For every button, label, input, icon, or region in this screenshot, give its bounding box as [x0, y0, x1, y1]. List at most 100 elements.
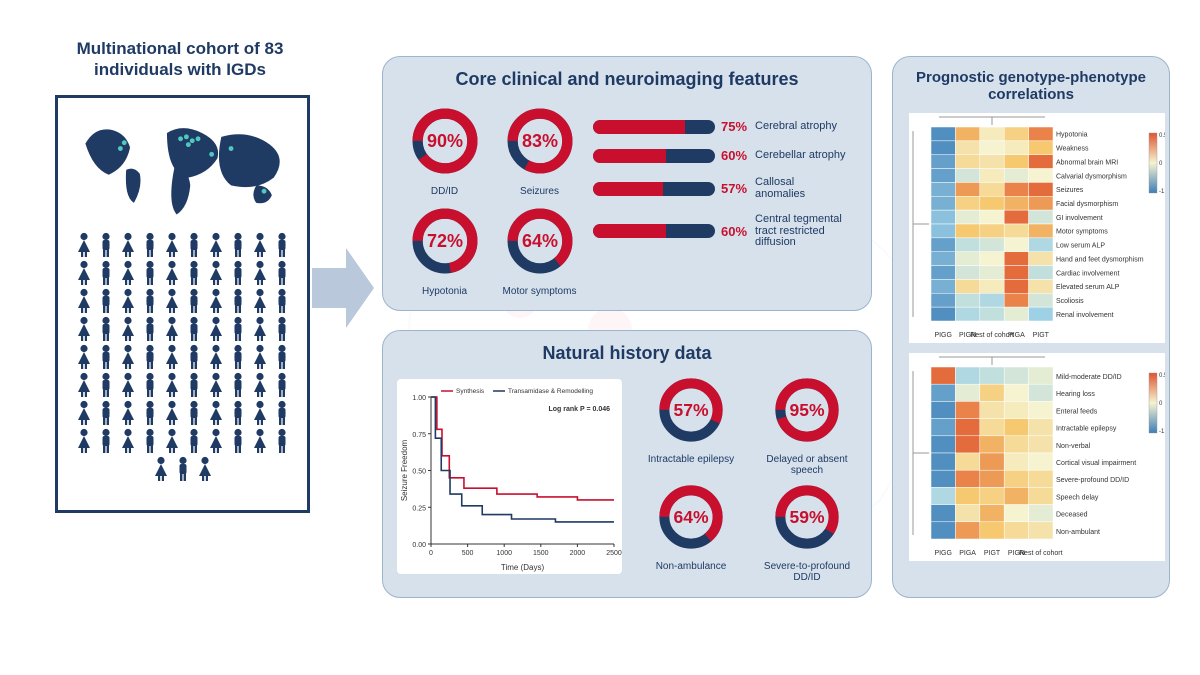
pictogram-person [228, 400, 248, 426]
pictogram-person [250, 260, 270, 286]
pictogram-grid [66, 232, 299, 482]
pictogram-person [74, 428, 94, 454]
donut-intractable-epilepsy: 57% Intractable epilepsy [636, 373, 746, 476]
pictogram-person [206, 372, 226, 398]
donut-non-ambulance: 64% Non-ambulance [636, 480, 746, 583]
pictogram-person [195, 456, 215, 482]
svg-text:Enteral feeds: Enteral feeds [1056, 408, 1098, 415]
svg-text:PIGT: PIGT [984, 550, 1001, 557]
pictogram-person [206, 316, 226, 342]
svg-text:1.00: 1.00 [412, 395, 426, 402]
pictogram-person [74, 372, 94, 398]
pictogram-person [118, 232, 138, 258]
svg-text:2500: 2500 [606, 550, 622, 557]
pictogram-person [140, 428, 160, 454]
svg-text:Speech delay: Speech delay [1056, 494, 1099, 501]
svg-text:Renal involvement: Renal involvement [1056, 312, 1114, 319]
svg-text:Seizures: Seizures [1056, 187, 1084, 194]
pictogram-person [228, 344, 248, 370]
svg-text:Time (Days): Time (Days) [501, 563, 545, 572]
pictogram-person [118, 428, 138, 454]
svg-text:59%: 59% [789, 507, 824, 527]
svg-text:PIGT: PIGT [1033, 332, 1050, 339]
pictogram-person [162, 344, 182, 370]
svg-text:GI involvement: GI involvement [1056, 215, 1103, 222]
svg-text:95%: 95% [789, 400, 824, 420]
pictogram-person [206, 344, 226, 370]
svg-text:Cortical visual impairment: Cortical visual impairment [1056, 460, 1136, 467]
pictogram-person [272, 260, 292, 286]
pictogram-person [96, 344, 116, 370]
pictogram-person [162, 428, 182, 454]
pictogram-person [162, 288, 182, 314]
pictogram-person [250, 344, 270, 370]
heatmap-1: HypotoniaWeaknessAbnormal brain MRICalva… [909, 113, 1165, 343]
svg-text:Facial dysmorphism: Facial dysmorphism [1056, 201, 1118, 208]
svg-text:0: 0 [1159, 161, 1163, 167]
pictogram-person [206, 400, 226, 426]
svg-text:PIGA: PIGA [959, 550, 976, 557]
pictogram-person [140, 288, 160, 314]
panel-core-title: Core clinical and neuroimaging features [399, 69, 855, 90]
cohort-title: Multinational cohort of 83 individuals w… [60, 38, 300, 81]
pictogram-person [206, 428, 226, 454]
pictogram-person [250, 400, 270, 426]
pictogram-person [96, 428, 116, 454]
pictogram-person [272, 428, 292, 454]
svg-text:64%: 64% [673, 507, 708, 527]
pictogram-person [140, 316, 160, 342]
svg-text:Rest of cohort: Rest of cohort [1019, 550, 1063, 557]
svg-text:Elevated serum ALP: Elevated serum ALP [1056, 284, 1120, 291]
svg-text:Hearing loss: Hearing loss [1056, 391, 1095, 398]
pictogram-person [118, 344, 138, 370]
svg-text:Synthesis: Synthesis [456, 388, 485, 395]
bar-cerebral-atrophy: 75% Cerebral atrophy [593, 119, 855, 134]
pictogram-person [140, 400, 160, 426]
svg-text:-1.5: -1.5 [1159, 429, 1165, 435]
svg-text:0: 0 [1159, 401, 1163, 407]
svg-text:0.00: 0.00 [412, 542, 426, 549]
donut-hypotonia: 72% Hypotonia [397, 203, 492, 297]
pictogram-person [140, 260, 160, 286]
svg-text:2000: 2000 [570, 550, 586, 557]
pictogram-person [272, 400, 292, 426]
pictogram-person [162, 232, 182, 258]
pictogram-person [250, 372, 270, 398]
pictogram-person [140, 344, 160, 370]
pictogram-person [206, 288, 226, 314]
pictogram-person [184, 260, 204, 286]
pictogram-person [184, 400, 204, 426]
svg-text:Mild-moderate DD/ID: Mild-moderate DD/ID [1056, 374, 1122, 381]
svg-text:0.5: 0.5 [1159, 133, 1165, 139]
world-map [66, 108, 299, 223]
svg-text:Abnormal brain MRI: Abnormal brain MRI [1056, 159, 1118, 166]
pictogram-person [74, 344, 94, 370]
svg-text:Non-ambulant: Non-ambulant [1056, 529, 1100, 536]
pictogram-person [96, 288, 116, 314]
pictogram-person [206, 232, 226, 258]
pictogram-person [272, 316, 292, 342]
svg-text:1000: 1000 [496, 550, 512, 557]
pictogram-person [184, 344, 204, 370]
bar-callosal-anomalies: 57% Callosal anomalies [593, 177, 855, 200]
svg-text:Transamidase & Remodelling: Transamidase & Remodelling [508, 388, 593, 395]
pictogram-person [228, 288, 248, 314]
svg-text:0.5: 0.5 [1159, 373, 1165, 379]
pictogram-person [184, 372, 204, 398]
svg-text:0.25: 0.25 [412, 505, 426, 512]
panel-geno-title: Prognostic genotype-phenotype correlatio… [909, 69, 1153, 103]
svg-text:57%: 57% [673, 400, 708, 420]
cohort-box [55, 95, 310, 513]
svg-text:72%: 72% [426, 231, 462, 251]
donut-delayed-or-absent-speech: 95% Delayed or absent speech [752, 373, 862, 476]
svg-text:Weakness: Weakness [1056, 146, 1089, 153]
pictogram-person [184, 232, 204, 258]
svg-text:Deceased: Deceased [1056, 512, 1088, 519]
svg-text:Low serum ALP: Low serum ALP [1056, 243, 1105, 250]
svg-text:1500: 1500 [533, 550, 549, 557]
heatmap-2: Mild-moderate DD/ID Hearing loss Enteral f… [909, 353, 1165, 561]
pictogram-person [173, 456, 193, 482]
svg-text:PIGG: PIGG [934, 332, 952, 339]
bar-cerebellar-atrophy: 60% Cerebellar atrophy [593, 148, 855, 163]
svg-text:Log rank P = 0.046: Log rank P = 0.046 [548, 406, 610, 413]
